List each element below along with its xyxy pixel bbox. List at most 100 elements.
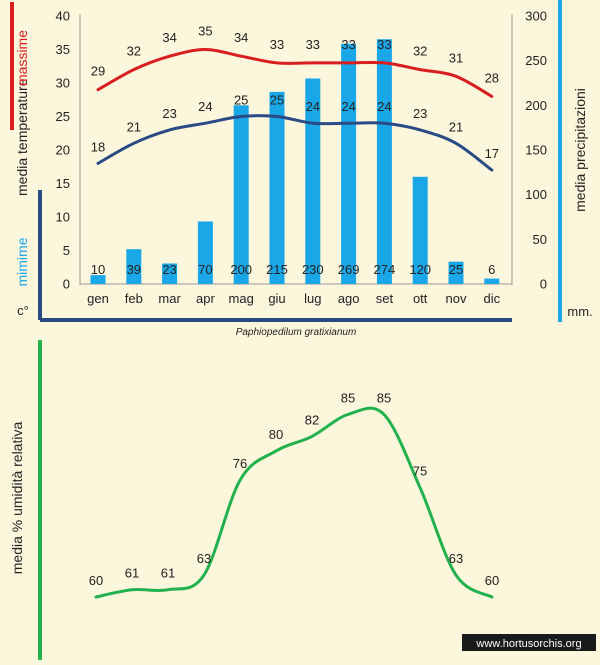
x-tick-dic: dic xyxy=(483,291,500,306)
humidity-label-nov: 63 xyxy=(449,551,463,566)
humidity-label-apr: 63 xyxy=(197,551,211,566)
precip-label-feb: 39 xyxy=(127,262,141,277)
precip-bar-giu xyxy=(269,91,285,285)
precipitation-bars xyxy=(90,39,500,285)
min-temp-label-feb: 21 xyxy=(127,119,141,134)
right-tick-250: 250 xyxy=(525,53,547,68)
max-temp-label-dic: 28 xyxy=(485,70,499,85)
min-temp-label-ago: 24 xyxy=(341,99,355,114)
right-tick-150: 150 xyxy=(525,143,547,158)
precip-label-giu: 215 xyxy=(266,262,288,277)
max-temp-label-apr: 35 xyxy=(198,24,212,39)
x-tick-mar: mar xyxy=(158,291,181,306)
precip-label-lug: 230 xyxy=(302,262,324,277)
x-tick-giu: giu xyxy=(268,291,285,306)
max-temp-label-feb: 32 xyxy=(127,44,141,59)
min-temp-label-apr: 24 xyxy=(198,99,212,114)
left-tick-35: 35 xyxy=(56,42,70,57)
min-temp-label-ott: 23 xyxy=(413,106,427,121)
humidity-label-feb: 61 xyxy=(125,566,139,581)
min-temp-label: mimime xyxy=(14,237,30,286)
left-axis-title: media temperature xyxy=(14,78,30,196)
right-tick-100: 100 xyxy=(525,187,547,202)
precip-bar-feb xyxy=(126,249,142,284)
right-tick-50: 50 xyxy=(533,232,547,247)
precip-label-ago: 269 xyxy=(338,262,360,277)
humidity-data-labels: 60 61 61 63 76 80 82 85 85 75 63 60 xyxy=(89,391,499,589)
left-tick-15: 15 xyxy=(56,176,70,191)
x-tick-lug: lug xyxy=(304,291,321,306)
precip-bar-dic xyxy=(484,278,500,284)
precip-label-apr: 70 xyxy=(198,262,212,277)
max-temp-line xyxy=(96,47,494,98)
precip-label-dic: 6 xyxy=(488,262,495,277)
left-tick-10: 10 xyxy=(56,210,70,225)
humidity-label-set: 85 xyxy=(377,391,391,406)
left-tick-30: 30 xyxy=(56,76,70,91)
humidity-label-ago: 85 xyxy=(341,391,355,406)
max-temp-label-ott: 32 xyxy=(413,44,427,59)
watermark-text: www.hortusorchis.org xyxy=(475,638,581,650)
precip-label-ott: 120 xyxy=(409,262,431,277)
max-temp-label-mar: 34 xyxy=(162,30,176,45)
x-tick-gen: gen xyxy=(87,291,109,306)
precip-bar-nov xyxy=(448,261,464,284)
x-tick-ago: ago xyxy=(338,291,360,306)
right-tick-300: 300 xyxy=(525,9,547,24)
top-chart-ticks: gen feb mar apr mag giu lug ago set ott nov dic 0 5 10… xyxy=(56,9,547,307)
min-temp-label-mar: 23 xyxy=(162,106,176,121)
humidity-label-mag: 76 xyxy=(233,456,247,471)
top-chart-frame: media temperature massime mimime c° medi… xyxy=(10,0,593,338)
x-tick-mag: mag xyxy=(229,291,254,306)
min-temp-label-gen: 18 xyxy=(91,139,105,154)
min-temp-label-mag: 25 xyxy=(234,93,248,108)
watermark-box xyxy=(462,634,596,651)
min-temp-label-dic: 17 xyxy=(485,146,499,161)
precip-label-gen: 10 xyxy=(91,262,105,277)
min-temp-label-set: 24 xyxy=(377,99,391,114)
humidity-axis-title: media % umidità relativa xyxy=(9,422,25,575)
x-tick-nov: nov xyxy=(446,291,467,306)
max-temp-label-giu: 33 xyxy=(270,37,284,52)
humidity-label-gen: 60 xyxy=(89,573,103,588)
precip-label-mag: 200 xyxy=(230,262,252,277)
min-temp-label-nov: 21 xyxy=(449,119,463,134)
temperature-lines xyxy=(96,47,494,172)
precip-label-set: 274 xyxy=(374,262,396,277)
x-tick-apr: apr xyxy=(196,291,215,306)
precip-bar-mar xyxy=(162,263,178,284)
humidity-line xyxy=(94,406,494,599)
humidity-label-dic: 60 xyxy=(485,573,499,588)
precip-label-mar: 23 xyxy=(162,262,176,277)
precip-bar-ago xyxy=(341,43,357,285)
left-tick-40: 40 xyxy=(56,9,70,24)
right-tick-200: 200 xyxy=(525,98,547,113)
temp-unit-label: c° xyxy=(17,303,29,318)
humidity-label-mar: 61 xyxy=(161,566,175,581)
left-tick-20: 20 xyxy=(56,143,70,158)
x-tick-set: set xyxy=(376,291,394,306)
watermark: www.hortusorchis.org xyxy=(462,634,596,651)
precip-bar-set xyxy=(376,39,392,285)
right-tick-0: 0 xyxy=(540,277,547,292)
precip-bar-mag xyxy=(233,105,249,284)
min-temp-label-lug: 24 xyxy=(306,99,320,114)
left-tick-0: 0 xyxy=(63,277,70,292)
max-temp-label-set: 33 xyxy=(377,37,391,52)
humidity-chart-frame: media % umidità relativa xyxy=(9,340,42,660)
precip-bar-apr xyxy=(197,221,213,284)
max-temp-label-lug: 33 xyxy=(306,37,320,52)
precip-label-nov: 25 xyxy=(449,262,463,277)
right-axis-title: media precipitazioni xyxy=(572,88,588,212)
min-temp-label-giu: 25 xyxy=(270,93,284,108)
left-tick-5: 5 xyxy=(63,243,70,258)
precip-bar-gen xyxy=(90,275,106,284)
humidity-curve xyxy=(94,406,494,599)
precip-unit-label: mm. xyxy=(567,304,592,319)
x-tick-ott: ott xyxy=(413,291,428,306)
top-chart-data-labels: 29 32 34 35 34 33 33 33 33 32 31 28 18 21 23 24 25 25 24 24… xyxy=(91,24,499,278)
max-temp-label-gen: 29 xyxy=(91,64,105,79)
x-tick-feb: feb xyxy=(125,291,143,306)
